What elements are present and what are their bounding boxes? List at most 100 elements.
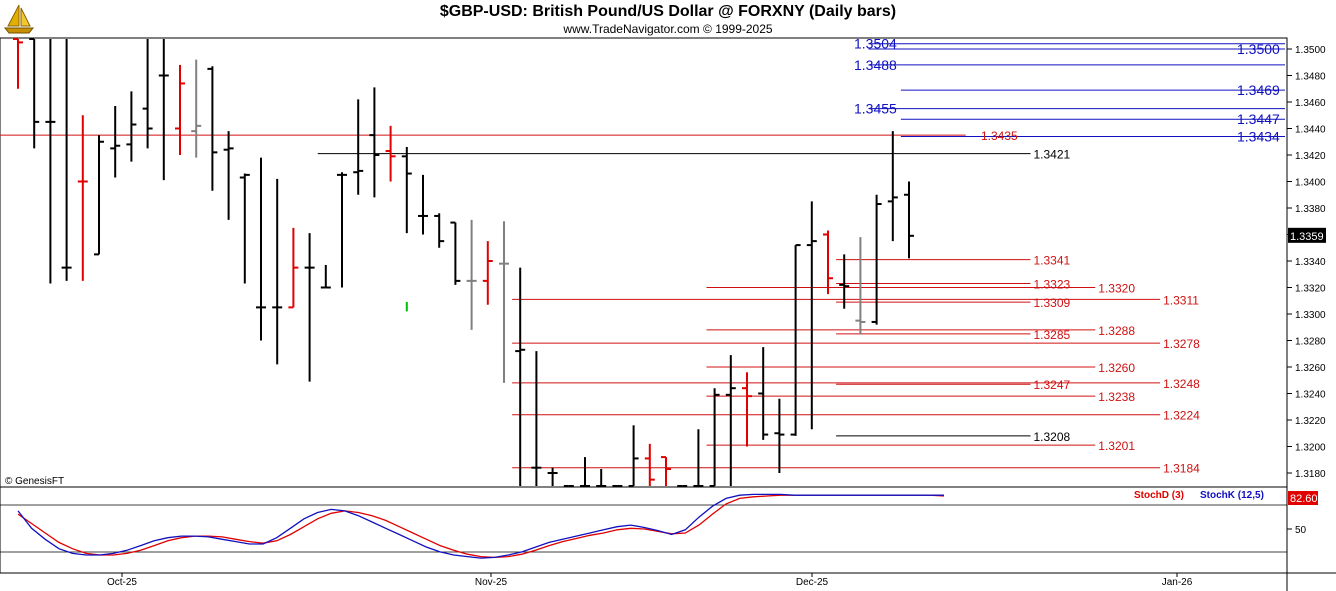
level-label: 1.3247	[1034, 378, 1071, 392]
level-line: 1.3421	[317, 148, 1071, 162]
level-label: 1.3248	[1163, 377, 1200, 391]
ohlc-bar	[45, 39, 56, 284]
last-price-badge	[1288, 227, 1326, 243]
y-tick-label: 1.3320	[1295, 284, 1326, 295]
level-label: 1.3435	[981, 129, 1018, 143]
ohlc-bar	[887, 131, 898, 242]
level-label: 1.3288	[1098, 324, 1135, 338]
ohlc-bar	[823, 230, 833, 295]
ohlc-bar	[272, 178, 283, 365]
level-label: 1.3434	[1237, 128, 1280, 144]
date-axis: Oct-25 Nov-25 Dec-25 Jan-26	[107, 573, 1193, 588]
ohlc-bar	[385, 125, 396, 182]
watermark: © GenesisFT	[5, 476, 64, 487]
ohlc-bar	[790, 244, 801, 436]
level-line: 1.3288	[706, 324, 1135, 338]
ohlc-bar	[709, 388, 720, 487]
x-tick-label: Oct-25	[107, 577, 137, 588]
ohlc-bar	[126, 91, 137, 162]
level-line: 1.3488	[854, 57, 1285, 73]
ohlc-bar	[839, 254, 850, 309]
ohlc-bar	[904, 181, 914, 259]
level-line: 1.3260	[706, 361, 1135, 375]
ohlc-bar	[13, 38, 23, 89]
level-label: 1.3285	[1034, 328, 1071, 342]
level-line: 1.3447	[900, 111, 1285, 127]
x-tick-label: Jan-26	[1162, 577, 1193, 588]
level-line: 1.3285	[836, 328, 1071, 342]
ohlc-bar	[774, 398, 785, 473]
level-line: 1.3201	[706, 439, 1135, 453]
x-tick-label: Nov-25	[475, 577, 508, 588]
price-bars	[13, 38, 914, 487]
ohlc-bar	[434, 213, 445, 248]
stoch-panel-frame	[0, 486, 1288, 574]
level-lines: 1.3504 1.35001.34881.34691.34551.34471.34…	[0, 36, 1285, 476]
y-tick-label: 1.3240	[1295, 390, 1326, 401]
level-label: 1.3488	[854, 57, 897, 73]
level-line: 1.3208	[836, 430, 1071, 444]
y-tick-label: 1.3500	[1295, 45, 1326, 56]
ohlc-bar	[644, 443, 655, 486]
stochastic-panel: StochD (3) StochK (12,5) 50 82.60	[0, 490, 1318, 559]
ohlc-bar	[223, 131, 234, 220]
chart-title: $GBP-USD: British Pound/US Dollar @ FORX…	[439, 3, 897, 20]
y-tick-label: 1.3260	[1295, 363, 1326, 374]
y-tick-label: 1.3400	[1295, 178, 1326, 189]
level-line: 1.3247	[836, 378, 1071, 392]
ohlc-bar	[353, 99, 364, 195]
level-label: 1.3184	[1163, 462, 1200, 476]
ohlc-bar	[142, 39, 153, 149]
level-label: 1.3260	[1098, 361, 1135, 375]
level-label: 1.3455	[854, 101, 897, 117]
x-tick-label: Dec-25	[796, 577, 829, 588]
level-line: 1.3311	[512, 293, 1199, 307]
ohlc-bar	[758, 347, 769, 440]
level-label: 1.3421	[1034, 148, 1071, 162]
y-tick-label: 1.3300	[1295, 310, 1326, 321]
level-line: 1.3238	[706, 390, 1135, 404]
stoch-y-label: 50	[1295, 525, 1307, 536]
ohlc-bar	[482, 241, 493, 305]
chart-header: $GBP-USD: British Pound/US Dollar @ FORX…	[0, 0, 1336, 38]
level-label: 1.3504	[854, 36, 897, 52]
y-tick-label: 1.3380	[1295, 204, 1326, 215]
ohlc-bar	[61, 39, 72, 281]
ohlc-bar	[337, 172, 347, 288]
level-line: 1.3500	[868, 41, 1285, 57]
level-line: 1.3504	[854, 36, 1285, 52]
ohlc-bar	[94, 135, 104, 256]
level-line: 1.3184	[512, 462, 1200, 476]
ohlc-bar	[401, 147, 412, 234]
ohlc-bar	[450, 221, 461, 285]
ohlc-bar	[466, 219, 477, 330]
legend-stochk: StochK (12,5)	[1200, 490, 1264, 501]
level-label: 1.3238	[1098, 390, 1135, 404]
ohlc-bar	[661, 456, 671, 486]
level-line: 1.3323	[836, 278, 1071, 292]
price-axis: 1.3500 1.3480 1.3460 1.3440 1.3420 1.3400 1.33…	[1287, 45, 1326, 480]
ohlc-bar	[418, 174, 428, 235]
ohlc-bar	[499, 221, 509, 383]
y-tick-label: 1.3480	[1295, 72, 1326, 83]
level-label: 1.3500	[1237, 41, 1280, 57]
ohlc-bar	[515, 267, 526, 486]
y-tick-label: 1.3340	[1295, 257, 1326, 268]
chart-subtitle: www.TradeNavigator.com © 1999-2025	[563, 22, 773, 36]
ohlc-bar	[207, 66, 218, 191]
ohlc-bar	[158, 39, 169, 181]
level-label: 1.3341	[1034, 254, 1071, 268]
price-panel-frame	[0, 37, 1288, 488]
stoch-line	[17, 493, 944, 559]
level-label: 1.3311	[1163, 293, 1199, 307]
sailboat-logo-icon	[2, 2, 36, 41]
ohlc-bar	[239, 173, 250, 284]
ohlc-bar	[304, 233, 315, 382]
level-label: 1.3224	[1163, 409, 1200, 423]
level-line: 1.3224	[512, 409, 1200, 423]
level-line: 1.3248	[512, 377, 1200, 391]
y-tick-label: 1.3220	[1295, 416, 1326, 427]
y-tick-label: 1.3280	[1295, 337, 1326, 348]
stoch-value-badge	[1288, 491, 1318, 505]
